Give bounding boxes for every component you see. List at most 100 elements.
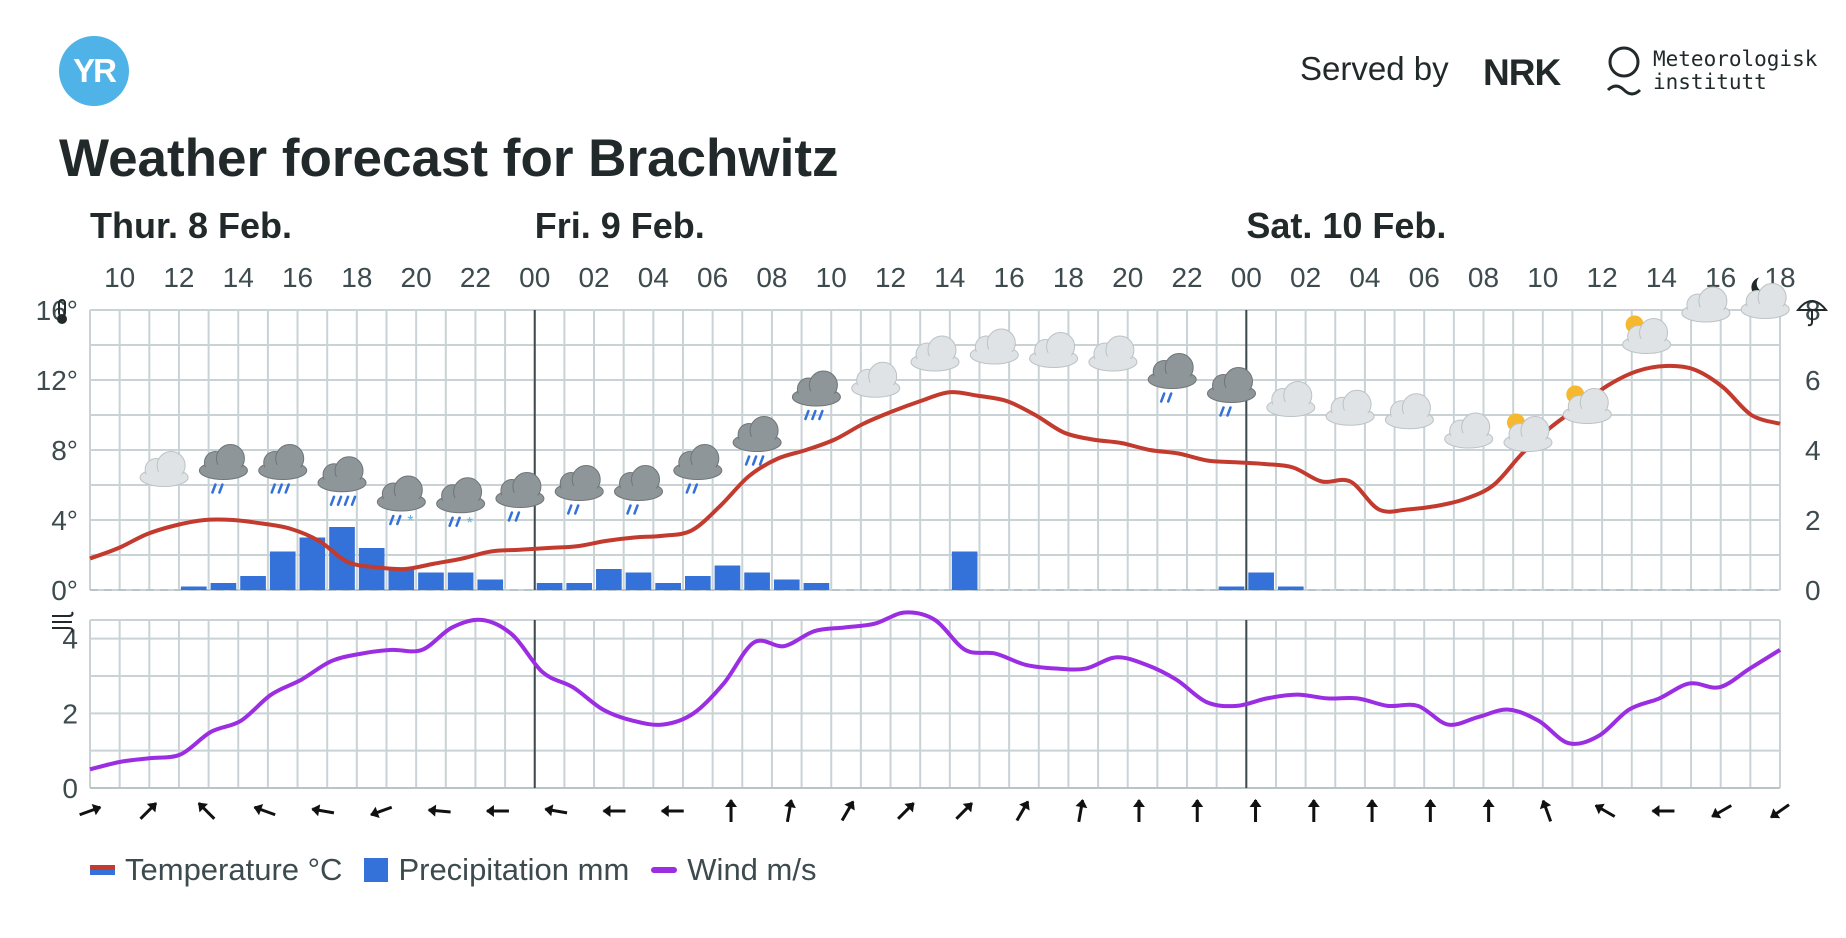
wind-arrow — [1770, 803, 1790, 819]
umbrella-handle — [1807, 310, 1813, 327]
wind-arrow-head — [844, 800, 855, 811]
wind-arrow — [725, 799, 738, 822]
thermometer-icon — [57, 299, 67, 324]
cloud-part — [616, 485, 661, 500]
weather-symbol-sleet: * — [376, 475, 426, 530]
nrk-logo[interactable]: NRK — [1483, 52, 1561, 93]
wind-arrow — [1307, 799, 1320, 822]
wind-arrow — [1015, 800, 1030, 822]
wind-arrow-head — [1075, 799, 1088, 809]
cloud-part — [853, 382, 898, 397]
cloud-part — [260, 464, 305, 479]
cloud-part — [1743, 303, 1788, 318]
weather-symbol-sun-cloud — [1503, 413, 1553, 452]
precip-bar — [388, 569, 415, 590]
rain-drop — [804, 409, 810, 421]
cloud-part — [201, 464, 246, 479]
thermometer-bulb — [57, 314, 67, 324]
weather-symbol-rain-light — [1147, 353, 1197, 403]
wind-arrow — [1249, 799, 1262, 822]
wind-arrow — [139, 802, 158, 820]
wind-arrow-head — [1424, 799, 1437, 807]
cloud-part — [1268, 401, 1313, 416]
rain-drop — [343, 495, 350, 506]
day-label: Thur. 8 Feb. — [90, 205, 292, 246]
yr-logo[interactable]: YR — [59, 36, 129, 106]
precip-bar — [1218, 586, 1245, 590]
rain-drop — [514, 511, 521, 522]
weather-symbol-moon-cloud — [1740, 277, 1790, 319]
hour-label: 10 — [1527, 262, 1558, 293]
precip-bar — [1248, 572, 1274, 590]
rain-drop — [626, 504, 632, 515]
wind-arrow-head — [784, 799, 796, 809]
met-logo-text[interactable]: Meteorologisk institutt — [1653, 48, 1817, 94]
precip-axis-label: 4 — [1805, 435, 1821, 466]
weather-symbol-sun-cloud — [1562, 385, 1612, 424]
legend-temperature-label: Temperature °C — [125, 852, 343, 887]
hour-label: 04 — [638, 262, 669, 293]
rain-drop — [1219, 406, 1225, 417]
wind-arrow-head — [1191, 799, 1204, 807]
precip-axis-label: 2 — [1805, 505, 1821, 536]
wind-axis-label: 2 — [62, 698, 78, 729]
wind-arrow-head — [253, 803, 264, 816]
hour-label: 22 — [460, 262, 491, 293]
wind-arrow-head — [198, 802, 208, 813]
page-title: Weather forecast for Brachwitz — [59, 129, 839, 188]
wind-arrow — [1191, 799, 1204, 822]
weather-symbol-cloud-light — [1029, 332, 1079, 368]
rain-drop — [751, 455, 758, 466]
wind-arrow — [955, 802, 973, 820]
precip-bar — [210, 583, 237, 590]
cloud-part — [497, 492, 542, 507]
wind-arrow — [1424, 799, 1437, 822]
temp-axis-label: 8° — [51, 435, 78, 466]
weather-symbol-rain-light — [614, 465, 664, 515]
weather-symbol-cloud-light — [139, 451, 189, 487]
wind-arrow-head — [146, 802, 157, 813]
precip-bar — [1277, 586, 1304, 590]
rain-drop — [818, 409, 824, 421]
weather-symbol-rain — [791, 370, 841, 421]
wind-arrow — [311, 804, 335, 817]
rain-drop — [1166, 392, 1173, 403]
hour-label: 00 — [1231, 262, 1262, 293]
rain-drop — [744, 455, 751, 466]
precip-bar — [447, 572, 474, 590]
rain-drop — [389, 514, 395, 526]
wind-arrow-head — [1594, 803, 1605, 815]
precip-bar — [773, 579, 800, 590]
wind-arrow-head — [904, 802, 915, 813]
wind-arrow — [1711, 804, 1733, 819]
precip-bar — [625, 572, 652, 590]
cloud-part — [1090, 356, 1135, 370]
wind-arrow — [485, 805, 509, 817]
hour-label: 00 — [519, 262, 550, 293]
cloud-part — [1624, 338, 1669, 353]
weather-symbol-rain-light — [554, 465, 604, 515]
weather-symbol-rain-light — [673, 444, 723, 494]
wind-arrow — [544, 804, 568, 817]
wind-arrow — [253, 803, 276, 817]
wind-arrow — [1482, 799, 1495, 822]
weather-symbol-rain-light — [198, 444, 248, 494]
wind-arrow-head — [485, 805, 494, 817]
rain-drop — [218, 483, 224, 494]
wind-arrow-head — [427, 804, 437, 817]
wind-arrow — [1594, 803, 1616, 818]
rain-drop — [455, 516, 461, 527]
wind-arrow — [602, 805, 626, 817]
hour-label: 16 — [994, 262, 1025, 293]
weather-symbol-cloud-light — [851, 361, 901, 398]
rain-drop — [211, 483, 217, 494]
wind-arrow — [197, 802, 216, 820]
rain-drop — [277, 483, 283, 494]
rain-drop — [633, 504, 639, 515]
cloud-part — [1150, 373, 1195, 388]
weather-symbol-rain-light — [1206, 367, 1256, 417]
wind-arrow — [1651, 805, 1675, 817]
hour-label: 18 — [1053, 262, 1084, 293]
hour-label: 16 — [282, 262, 313, 293]
weather-symbol-cloud-light — [1384, 393, 1434, 430]
